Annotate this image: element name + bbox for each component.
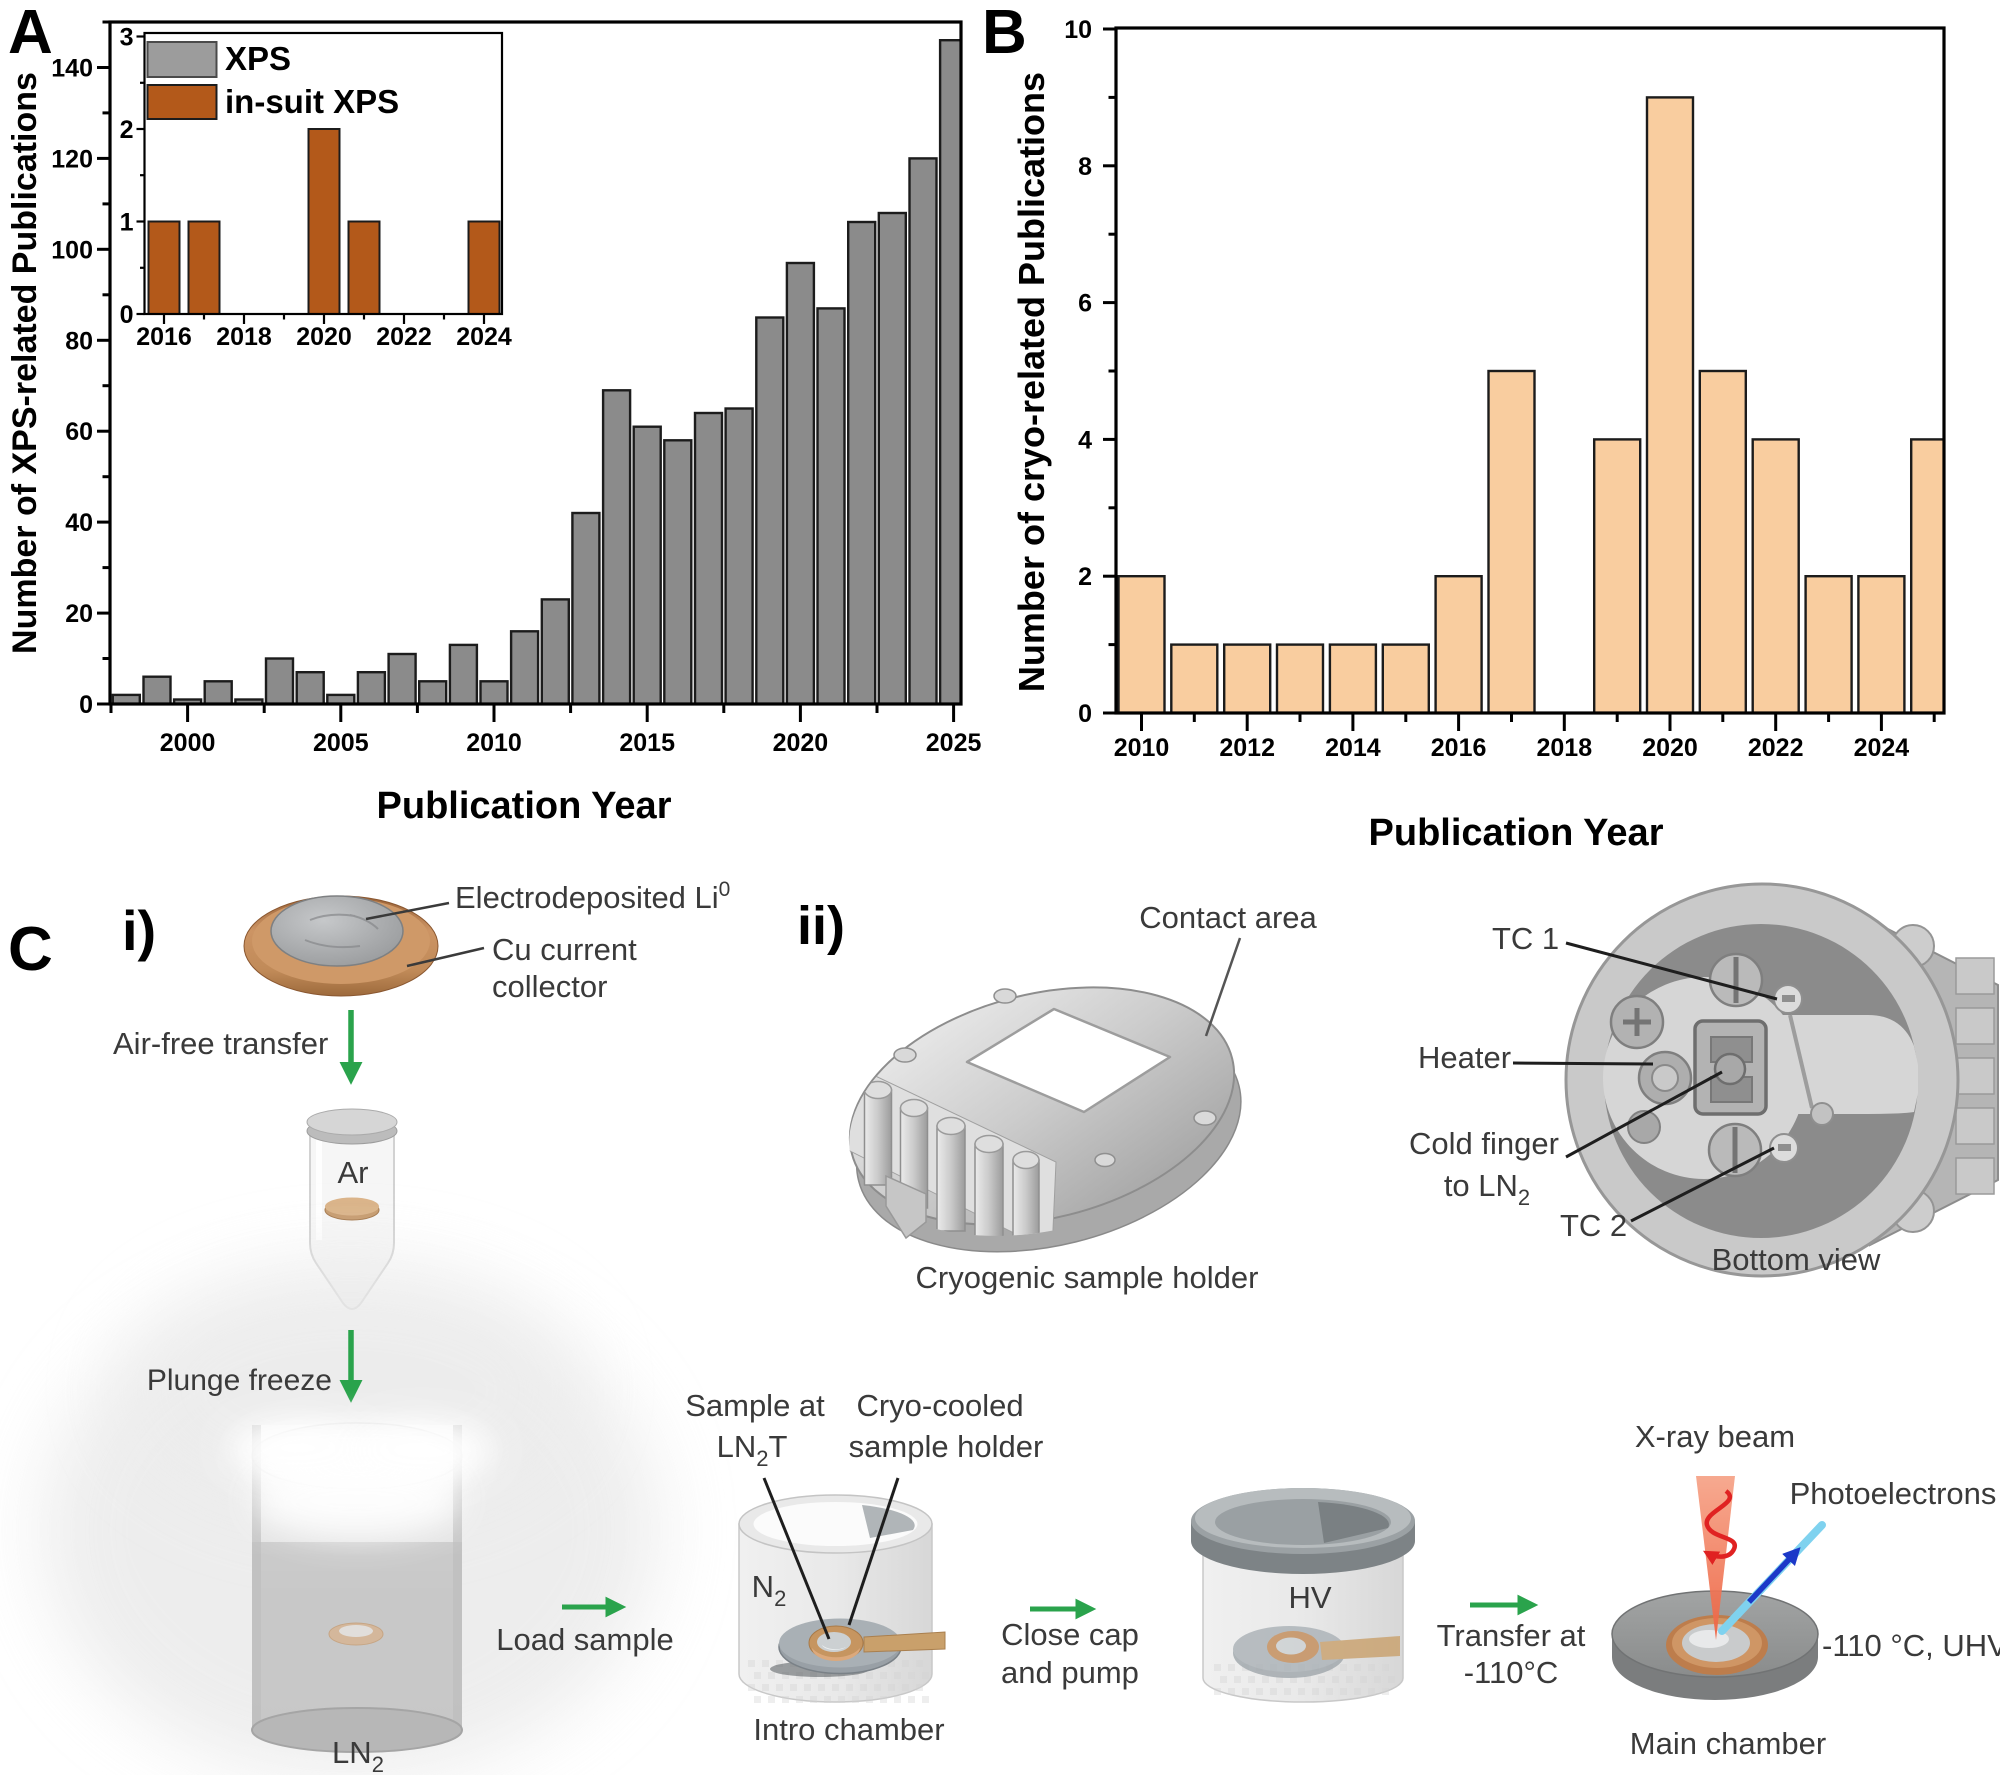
svg-text:Air-free transfer: Air-free transfer xyxy=(113,1026,328,1061)
svg-text:0: 0 xyxy=(79,691,93,719)
svg-text:2010: 2010 xyxy=(1114,734,1170,762)
svg-text:Publication Year: Publication Year xyxy=(377,785,672,827)
svg-text:3: 3 xyxy=(120,24,134,52)
svg-text:2: 2 xyxy=(120,116,134,144)
svg-text:Number of cryo-related Publica: Number of cryo-related Publications xyxy=(1011,72,1052,692)
svg-text:2005: 2005 xyxy=(313,729,369,757)
svg-text:10: 10 xyxy=(1064,16,1092,44)
svg-text:2016: 2016 xyxy=(136,323,192,351)
svg-text:2020: 2020 xyxy=(296,323,352,351)
svg-text:Plunge freeze: Plunge freeze xyxy=(147,1364,332,1397)
svg-text:XPS: XPS xyxy=(225,40,291,77)
svg-text:TC 2: TC 2 xyxy=(1560,1208,1627,1243)
svg-text:A: A xyxy=(8,0,53,67)
svg-text:2018: 2018 xyxy=(1536,734,1592,762)
svg-text:ii): ii) xyxy=(797,896,845,956)
svg-text:2012: 2012 xyxy=(1219,734,1275,762)
svg-text:X-ray beam: X-ray beam xyxy=(1635,1419,1795,1454)
svg-text:40: 40 xyxy=(65,509,93,537)
svg-text:6: 6 xyxy=(1078,290,1092,318)
svg-text:Photoelectrons: Photoelectrons xyxy=(1790,1476,1997,1511)
svg-text:8: 8 xyxy=(1078,153,1092,181)
svg-text:2015: 2015 xyxy=(619,729,675,757)
svg-text:LN2T: LN2T xyxy=(717,1429,788,1471)
svg-text:2010: 2010 xyxy=(466,729,522,757)
svg-text:Intro chamber: Intro chamber xyxy=(753,1712,944,1747)
svg-text:2020: 2020 xyxy=(1642,734,1698,762)
svg-text:Heater: Heater xyxy=(1418,1040,1511,1075)
svg-text:2022: 2022 xyxy=(1748,734,1804,762)
svg-text:2024: 2024 xyxy=(1854,734,1910,762)
svg-text:Sample at: Sample at xyxy=(685,1388,825,1423)
svg-text:-110 °C, UHV: -110 °C, UHV xyxy=(1822,1628,2000,1663)
svg-text:100: 100 xyxy=(51,236,93,264)
svg-text:2016: 2016 xyxy=(1431,734,1487,762)
svg-text:20: 20 xyxy=(65,600,93,628)
svg-text:TC 1: TC 1 xyxy=(1492,921,1559,956)
svg-text:2024: 2024 xyxy=(456,323,512,351)
svg-text:Cryo-cooled: Cryo-cooled xyxy=(856,1388,1023,1423)
svg-text:Transfer at: Transfer at xyxy=(1437,1618,1586,1653)
svg-text:140: 140 xyxy=(51,55,93,83)
svg-text:120: 120 xyxy=(51,145,93,173)
svg-text:Publication Year: Publication Year xyxy=(1369,812,1664,854)
svg-text:Cold finger: Cold finger xyxy=(1409,1126,1559,1161)
svg-text:0: 0 xyxy=(1078,700,1092,728)
svg-text:2: 2 xyxy=(1078,563,1092,591)
svg-text:sample holder: sample holder xyxy=(849,1429,1044,1464)
svg-text:Bottom view: Bottom view xyxy=(1712,1242,1881,1277)
svg-text:in-suit XPS: in-suit XPS xyxy=(225,83,399,120)
svg-text:Cryogenic sample holder: Cryogenic sample holder xyxy=(916,1260,1259,1295)
svg-text:60: 60 xyxy=(65,418,93,446)
svg-text:2020: 2020 xyxy=(773,729,829,757)
svg-text:0: 0 xyxy=(120,301,134,329)
svg-text:Ar: Ar xyxy=(338,1155,369,1190)
svg-text:-110°C: -110°C xyxy=(1464,1655,1559,1690)
svg-text:4: 4 xyxy=(1078,426,1092,454)
svg-text:to LN2: to LN2 xyxy=(1444,1168,1530,1210)
svg-text:i): i) xyxy=(122,899,156,962)
svg-text:HV: HV xyxy=(1288,1580,1331,1615)
svg-text:2000: 2000 xyxy=(160,729,216,757)
svg-text:2014: 2014 xyxy=(1325,734,1381,762)
svg-text:Main chamber: Main chamber xyxy=(1630,1726,1826,1761)
svg-text:Contact area: Contact area xyxy=(1139,900,1317,935)
svg-text:C: C xyxy=(8,915,53,984)
svg-text:Number of XPS-related Publicat: Number of XPS-related Publications xyxy=(6,72,44,654)
svg-text:Cu current: Cu current xyxy=(492,932,637,967)
svg-text:1: 1 xyxy=(120,209,134,237)
svg-text:and pump: and pump xyxy=(1001,1655,1139,1690)
svg-text:2022: 2022 xyxy=(376,323,432,351)
svg-text:B: B xyxy=(982,0,1027,67)
svg-text:Close cap: Close cap xyxy=(1001,1617,1139,1652)
svg-text:collector: collector xyxy=(492,969,607,1004)
svg-text:Load sample: Load sample xyxy=(496,1622,674,1657)
svg-text:2018: 2018 xyxy=(216,323,272,351)
svg-text:2025: 2025 xyxy=(926,729,982,757)
svg-text:80: 80 xyxy=(65,327,93,355)
svg-text:Electrodeposited Li0: Electrodeposited Li0 xyxy=(455,878,730,915)
